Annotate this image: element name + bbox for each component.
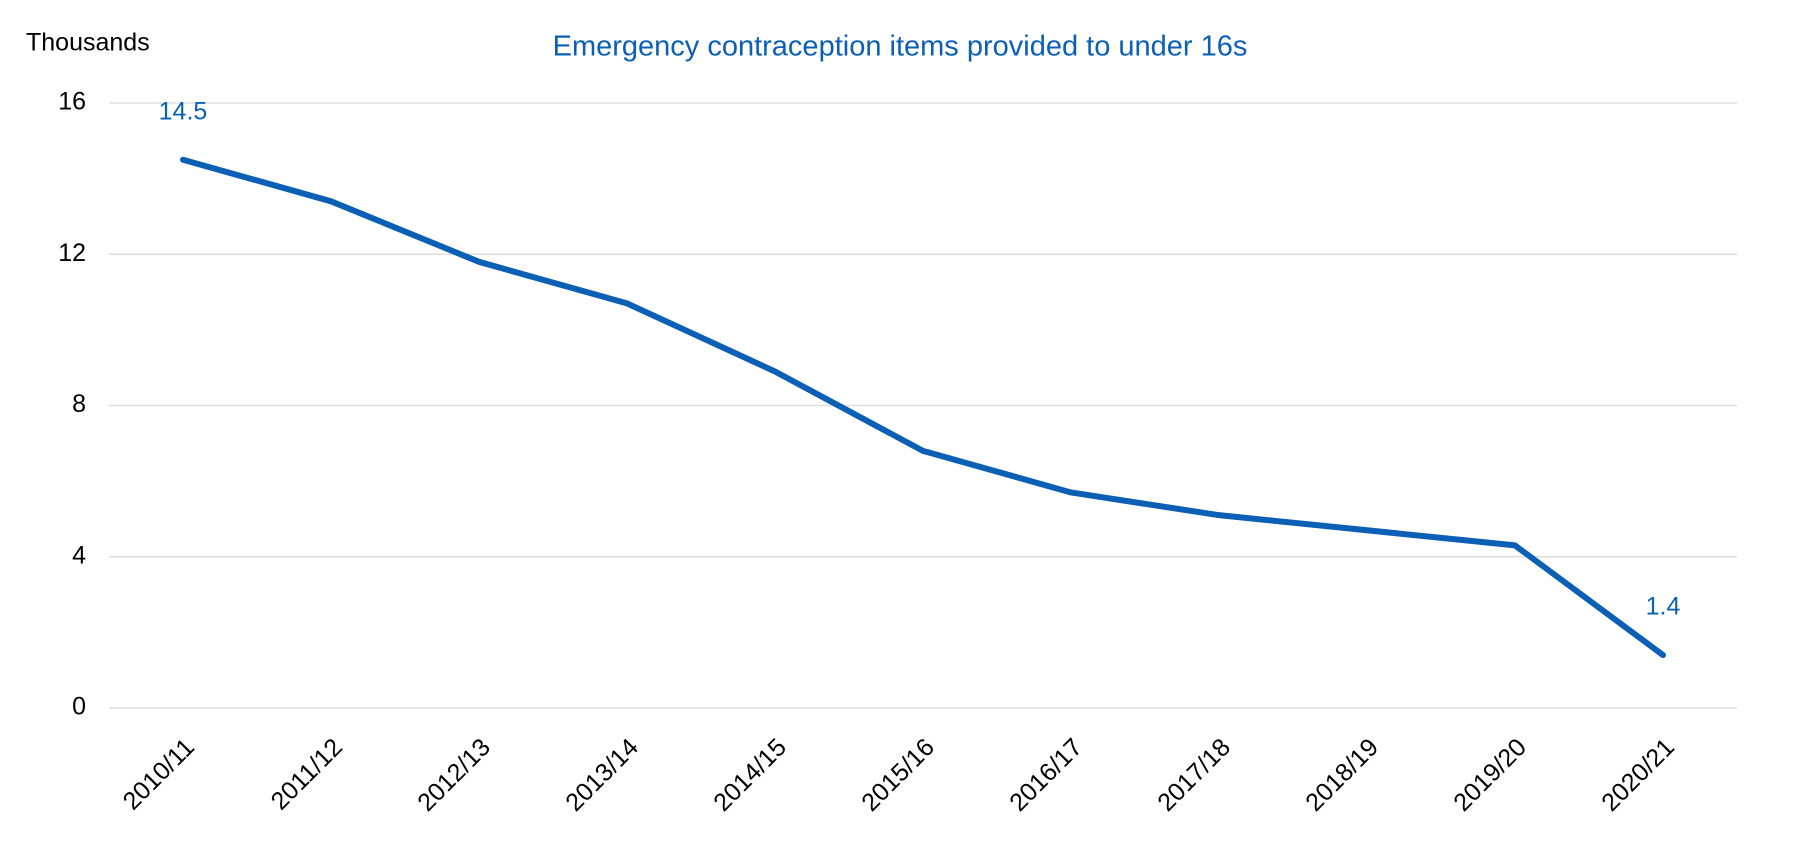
x-tick-label: 2017/18 bbox=[1152, 733, 1236, 817]
y-tick-label: 0 bbox=[72, 693, 86, 721]
x-tick-label: 2016/17 bbox=[1004, 733, 1088, 817]
x-tick-label: 2011/12 bbox=[266, 733, 348, 815]
y-tick-label: 16 bbox=[58, 88, 86, 116]
data-label: 14.5 bbox=[159, 97, 208, 125]
chart-title: Emergency contraception items provided t… bbox=[553, 31, 1248, 63]
y-tick-label: 8 bbox=[72, 390, 86, 418]
data-line bbox=[180, 156, 1666, 659]
x-tick-label: 2015/16 bbox=[856, 733, 940, 817]
y-tick-label: 4 bbox=[72, 541, 86, 569]
x-tick-label: 2018/19 bbox=[1300, 733, 1384, 817]
y-axis-label: Thousands bbox=[26, 29, 150, 57]
x-tick-label: 2010/11 bbox=[118, 733, 200, 815]
y-tick-label: 12 bbox=[58, 239, 86, 267]
data-label: 1.4 bbox=[1646, 593, 1681, 621]
x-tick-label: 2012/13 bbox=[412, 733, 496, 817]
x-tick-label: 2014/15 bbox=[708, 733, 792, 817]
x-tick-label: 2019/20 bbox=[1448, 733, 1532, 817]
x-tick-label: 2020/21 bbox=[1596, 733, 1680, 817]
x-tick-label: 2013/14 bbox=[560, 733, 644, 817]
